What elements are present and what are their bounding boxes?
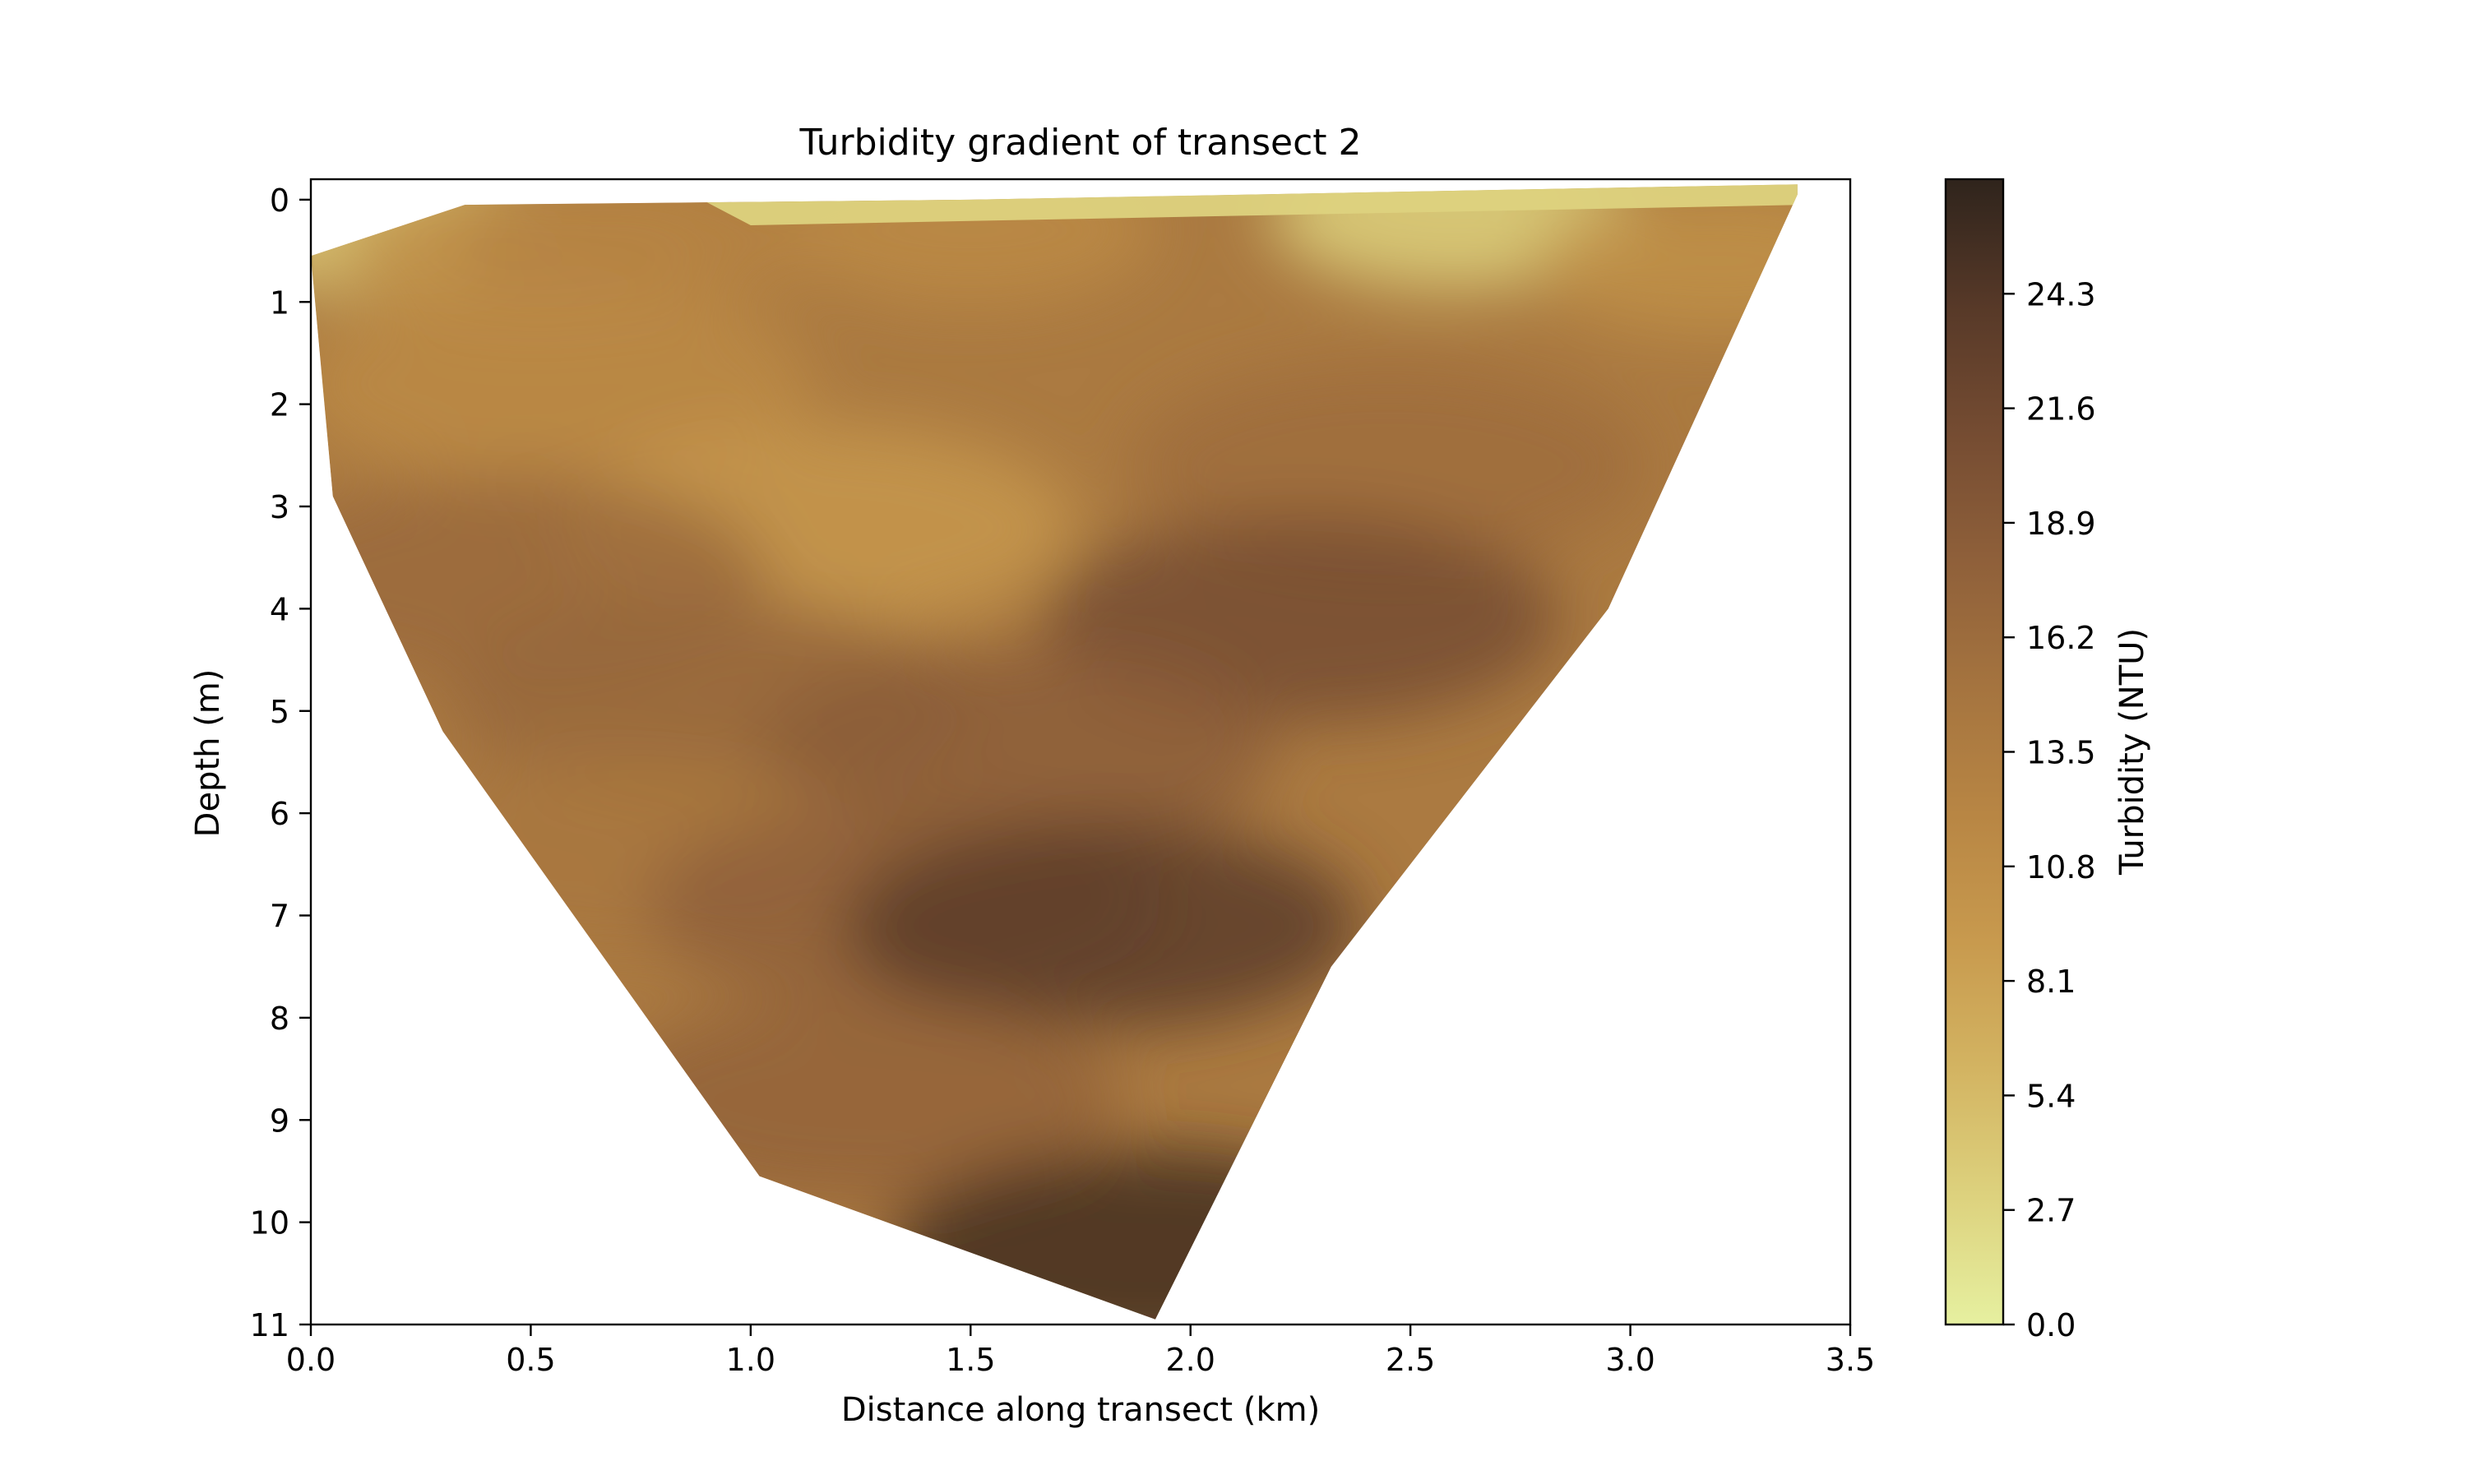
y-tick-label-7: 7	[270, 899, 289, 935]
colorbar-gradient	[1944, 178, 2005, 1326]
x-tick-label-0: 0.0	[286, 1342, 336, 1378]
turbidity-blob-5	[1533, 187, 1798, 335]
y-tick-label-2: 2	[270, 387, 289, 423]
turbidity-heatmap	[311, 184, 1798, 1320]
colorbar-tick-label-6: 16.2	[2026, 620, 2096, 656]
colorbar-tick-label-4: 10.8	[2026, 849, 2096, 885]
y-tick-label-3: 3	[270, 489, 289, 525]
colorbar-tick-label-8: 21.6	[2026, 391, 2096, 428]
y-tick-label-1: 1	[270, 284, 289, 321]
x-tick-label-6: 3.0	[1605, 1342, 1655, 1378]
y-tick-label-9: 9	[270, 1103, 289, 1139]
y-axis: 0 1 2 3 4 5 6 7 8 9 10 11	[250, 183, 311, 1343]
x-tick-label-4: 2.0	[1165, 1342, 1215, 1378]
plot-area	[309, 178, 1852, 1326]
turbidity-blob-6	[311, 280, 812, 488]
y-tick-label-0: 0	[270, 183, 289, 219]
colorbar-ticks: 0.0 2.7 5.4 8.1 10.8 13.5 16.2 18.9 21.6 24.3	[2003, 276, 2096, 1343]
x-tick-label-1: 0.5	[506, 1342, 555, 1378]
colorbar-tick-label-0: 0.0	[2026, 1307, 2076, 1343]
plot-frame	[309, 178, 1852, 1326]
colorbar-label: Turbidity (NTU)	[2113, 628, 2151, 876]
y-tick-label-8: 8	[270, 1001, 289, 1037]
section-body	[311, 184, 1798, 1320]
colorbar-tick-label-9: 24.3	[2026, 276, 2096, 312]
x-tick-label-7: 3.5	[1826, 1342, 1875, 1378]
colorbar-tick-label-3: 8.1	[2026, 964, 2076, 1000]
chart-title: Turbidity gradient of transect 2	[798, 122, 1361, 164]
section-features	[311, 184, 1798, 1320]
colorbar-tick-label-5: 13.5	[2026, 735, 2096, 771]
colorbar-tick-label-1: 2.7	[2026, 1193, 2076, 1229]
y-axis-label: Depth (m)	[189, 669, 227, 838]
y-tick-label-6: 6	[270, 796, 289, 832]
x-axis-label: Distance along transect (km)	[841, 1391, 1320, 1429]
y-tick-label-10: 10	[250, 1205, 289, 1241]
colorbar-tick-label-7: 18.9	[2026, 506, 2096, 542]
y-tick-label-5: 5	[270, 694, 289, 730]
x-tick-label-5: 2.5	[1386, 1342, 1435, 1378]
x-tick-label-2: 1.0	[726, 1342, 775, 1378]
x-tick-label-3: 1.5	[946, 1342, 995, 1378]
x-axis: 0.0 0.5 1.0 1.5 2.0 2.5 3.0 3.5	[286, 1325, 1875, 1378]
y-tick-label-4: 4	[270, 591, 289, 627]
colorbar: 0.0 2.7 5.4 8.1 10.8 13.5 16.2 18.9 21.6 24.3 Tur…	[1944, 178, 2151, 1343]
y-tick-label-11: 11	[250, 1307, 289, 1343]
turbidity-blob-15	[843, 821, 1362, 1029]
colorbar-tick-label-2: 5.4	[2026, 1078, 2076, 1114]
